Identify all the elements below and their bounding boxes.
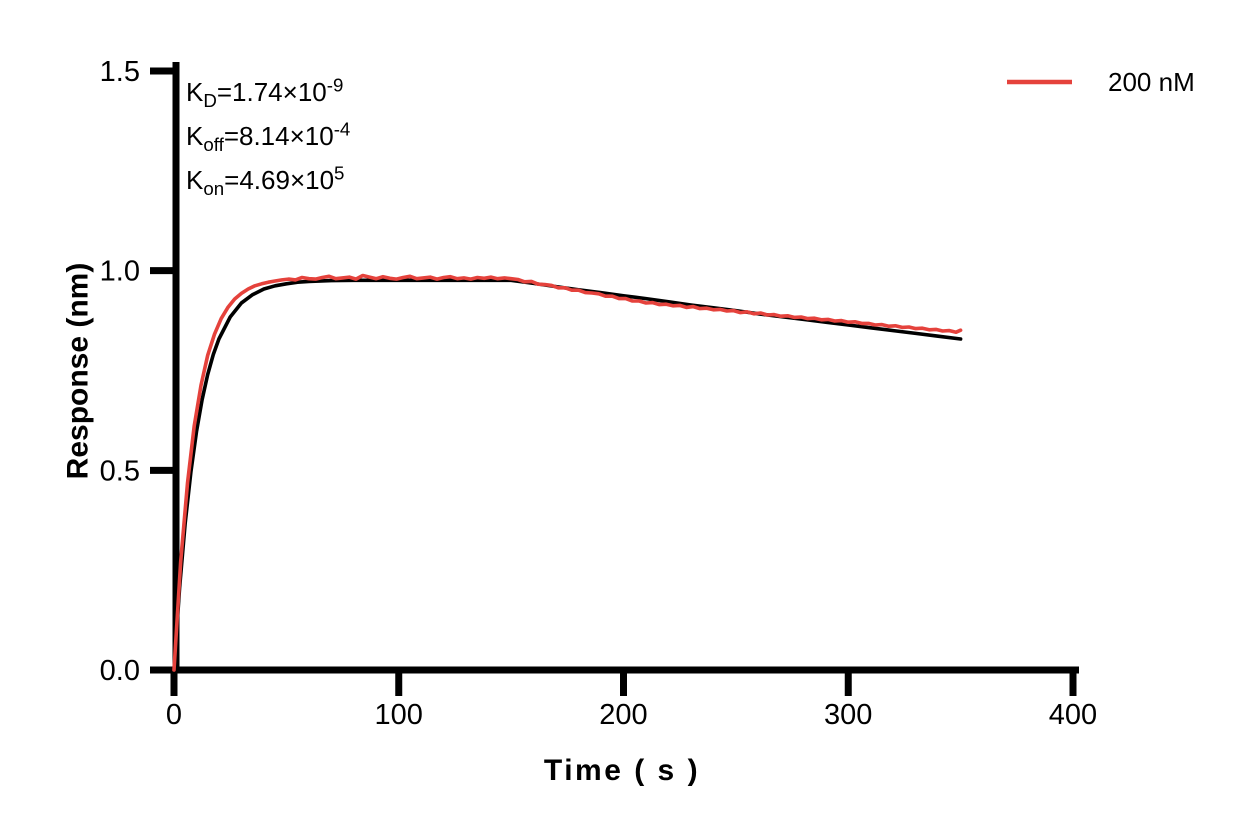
x-axis-title: Time ( s ) <box>544 754 700 787</box>
kinetics-annotation: KD=1.74×10-9 Koff=8.14×10-4 Kon=4.69×105 <box>186 70 350 202</box>
y-tick-label: 1.5 <box>100 56 140 88</box>
koff-subscript: off <box>203 134 224 156</box>
x-tick-label: 200 <box>599 699 647 731</box>
kon-value: =4.69×10 <box>224 165 335 195</box>
koff-line: Koff=8.14×10-4 <box>186 114 350 158</box>
kon-line: Kon=4.69×105 <box>186 158 350 202</box>
y-axis-title: Response (nm) <box>62 263 95 480</box>
legend-label: 200 nM <box>1108 67 1195 97</box>
measured-curve <box>172 273 963 672</box>
koff-symbol: K <box>186 121 204 151</box>
koff-exponent: -4 <box>333 118 351 140</box>
koff-value: =8.14×10 <box>223 121 334 151</box>
kd-subscript: D <box>203 90 217 112</box>
tick-labels: 0.0 0.5 1.0 1.5 0 100 200 300 400 <box>100 56 1098 731</box>
y-tick-label: 0.0 <box>100 655 140 687</box>
kon-symbol: K <box>186 165 204 195</box>
kd-symbol: K <box>186 77 204 107</box>
axes <box>150 62 1079 696</box>
series-curves <box>172 273 963 672</box>
kon-exponent: 5 <box>334 162 345 184</box>
y-tick-label: 0.5 <box>100 455 140 487</box>
x-tick-label: 300 <box>824 699 872 731</box>
x-tick-label: 0 <box>166 699 182 731</box>
kd-value: =1.74×10 <box>216 77 327 107</box>
kon-subscript: on <box>203 178 225 200</box>
x-tick-label: 100 <box>375 699 423 731</box>
y-tick-label: 1.0 <box>100 256 140 288</box>
legend: 200 nM <box>1007 67 1195 97</box>
kd-line: KD=1.74×10-9 <box>186 70 350 114</box>
x-tick-label: 400 <box>1049 699 1097 731</box>
fit-curve <box>172 278 963 672</box>
kd-exponent: -9 <box>326 74 344 96</box>
